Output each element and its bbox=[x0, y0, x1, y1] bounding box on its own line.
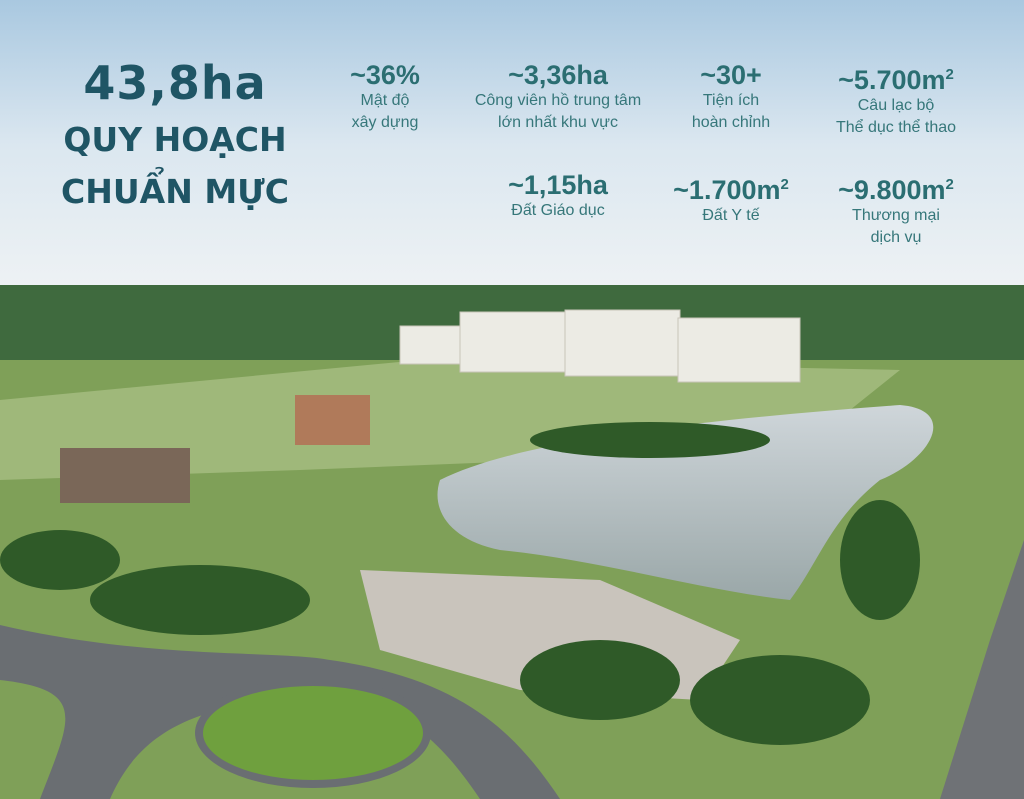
stat-value: ~1.700m bbox=[673, 175, 781, 205]
sky bbox=[0, 0, 1024, 290]
stat-value: ~1,15ha bbox=[508, 170, 608, 200]
stat-healthcare: ~1.700m2 Đất Y tế bbox=[673, 170, 789, 227]
lake bbox=[437, 405, 934, 600]
stat-value: ~5.700m bbox=[838, 65, 946, 95]
trees bbox=[0, 422, 920, 745]
headline-line-2: CHUẨN MỰC bbox=[61, 172, 289, 211]
stat-commercial: ~9.800m2 Thương mại dịch vụ bbox=[838, 170, 954, 249]
stat-unit: 2 bbox=[945, 66, 954, 83]
stat-unit: 2 bbox=[945, 176, 954, 193]
stat-value: ~36% bbox=[350, 60, 420, 90]
villa bbox=[295, 395, 370, 445]
stat-lake-park: ~3,36ha Công viên hồ trung tâm lớn nhất … bbox=[475, 60, 641, 134]
apartment-buildings bbox=[399, 309, 801, 383]
headline-line-1: QUY HOẠCH bbox=[63, 120, 287, 159]
stat-density: ~36% Mật độ xây dựng bbox=[350, 60, 420, 134]
stat-label: Thương mại bbox=[852, 207, 940, 224]
stat-value: ~3,36ha bbox=[508, 60, 608, 90]
stat-label: Câu lạc bộ bbox=[857, 97, 935, 114]
stat-label: hoàn chỉnh bbox=[691, 114, 771, 131]
stat-label: Tiện ích bbox=[702, 92, 760, 109]
stat-amenities: ~30+ Tiện ích hoàn chỉnh bbox=[692, 60, 770, 134]
right-road bbox=[940, 540, 1024, 799]
stat-label: Công viên hồ trung tâm bbox=[474, 92, 642, 109]
stat-value: ~9.800m bbox=[838, 175, 946, 205]
stat-label: dịch vụ bbox=[870, 229, 922, 246]
stat-label: xây dựng bbox=[351, 114, 419, 131]
stat-label: Đất Giáo dục bbox=[511, 202, 605, 219]
stat-label: Đất Y tế bbox=[702, 207, 760, 224]
roundabout-lawn bbox=[203, 686, 423, 780]
stat-label: lớn nhất khu vực bbox=[498, 114, 618, 131]
stat-sports-club: ~5.700m2 Câu lạc bộ Thể dục thể thao bbox=[836, 60, 956, 139]
stat-value: ~30+ bbox=[700, 60, 762, 90]
stat-label: Mật độ bbox=[360, 92, 410, 109]
stat-unit: 2 bbox=[780, 176, 789, 193]
stat-education: ~1,15ha Đất Giáo dục bbox=[508, 170, 608, 222]
road bbox=[0, 625, 560, 799]
headline-area: 43,8ha bbox=[83, 56, 267, 110]
stat-label: Thể dục thể thao bbox=[835, 119, 957, 136]
clubhouse bbox=[60, 448, 190, 503]
